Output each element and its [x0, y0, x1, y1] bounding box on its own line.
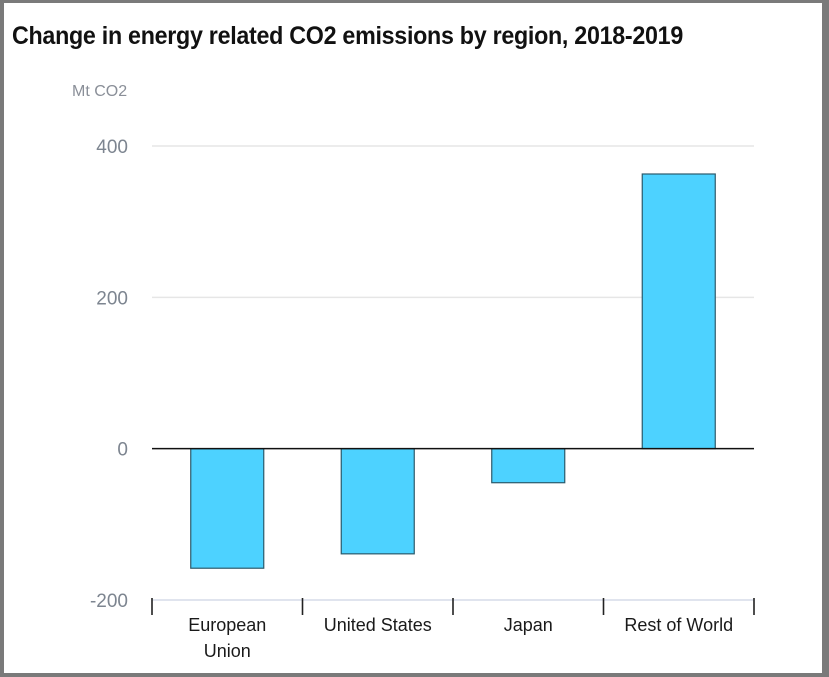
- bar-united-states: [340, 448, 415, 555]
- y-tick-label: -200: [90, 591, 128, 612]
- x-axis: European Union United States Japan Rest of W…: [151, 598, 755, 661]
- y-axis-unit-label: Mt CO2: [72, 83, 127, 100]
- bar-rest-of-world: [641, 173, 716, 450]
- x-tick-label: Japan: [504, 615, 553, 635]
- x-tick-label: United States: [324, 615, 432, 635]
- y-tick-label: 200: [96, 288, 128, 309]
- y-tick-label: 400: [96, 137, 128, 158]
- x-tick-label: Union: [204, 641, 251, 661]
- bars: [190, 173, 716, 569]
- x-tick-label: Rest of World: [624, 615, 733, 635]
- bar-japan: [491, 448, 566, 484]
- chart-title: Change in energy related CO2 emissions b…: [12, 22, 683, 50]
- x-tick-label: European: [188, 615, 266, 635]
- bar-european-union: [190, 448, 265, 569]
- y-tick-label: 0: [117, 440, 128, 461]
- y-axis-ticks: 400 200 0 -200: [90, 137, 128, 612]
